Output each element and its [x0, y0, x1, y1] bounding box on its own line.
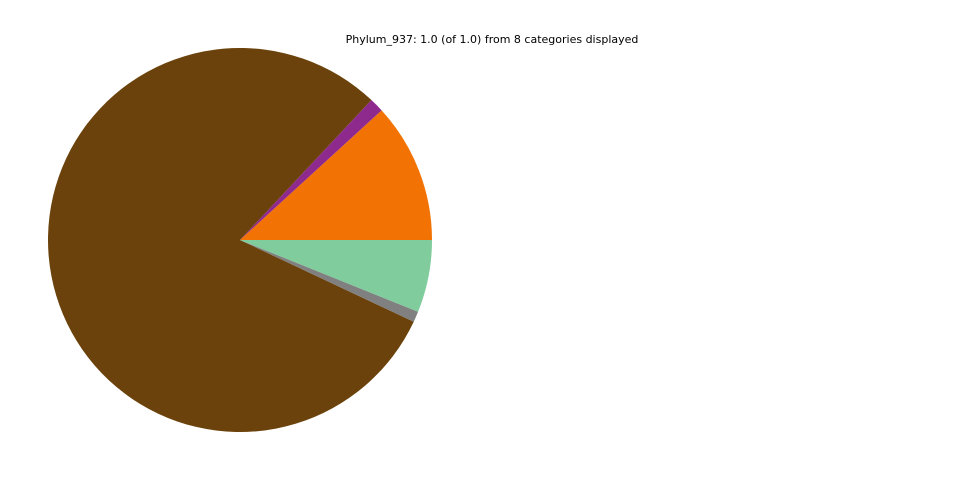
pie-slice-0	[240, 110, 432, 241]
chart-title: Phylum_937: 1.0 (of 1.0) from 8 categori…	[345, 33, 639, 46]
pie-slice-3	[240, 240, 419, 322]
pie-slice-2	[48, 47, 414, 433]
pie-slice-1	[240, 100, 382, 240]
pie-slice-4	[240, 240, 433, 312]
